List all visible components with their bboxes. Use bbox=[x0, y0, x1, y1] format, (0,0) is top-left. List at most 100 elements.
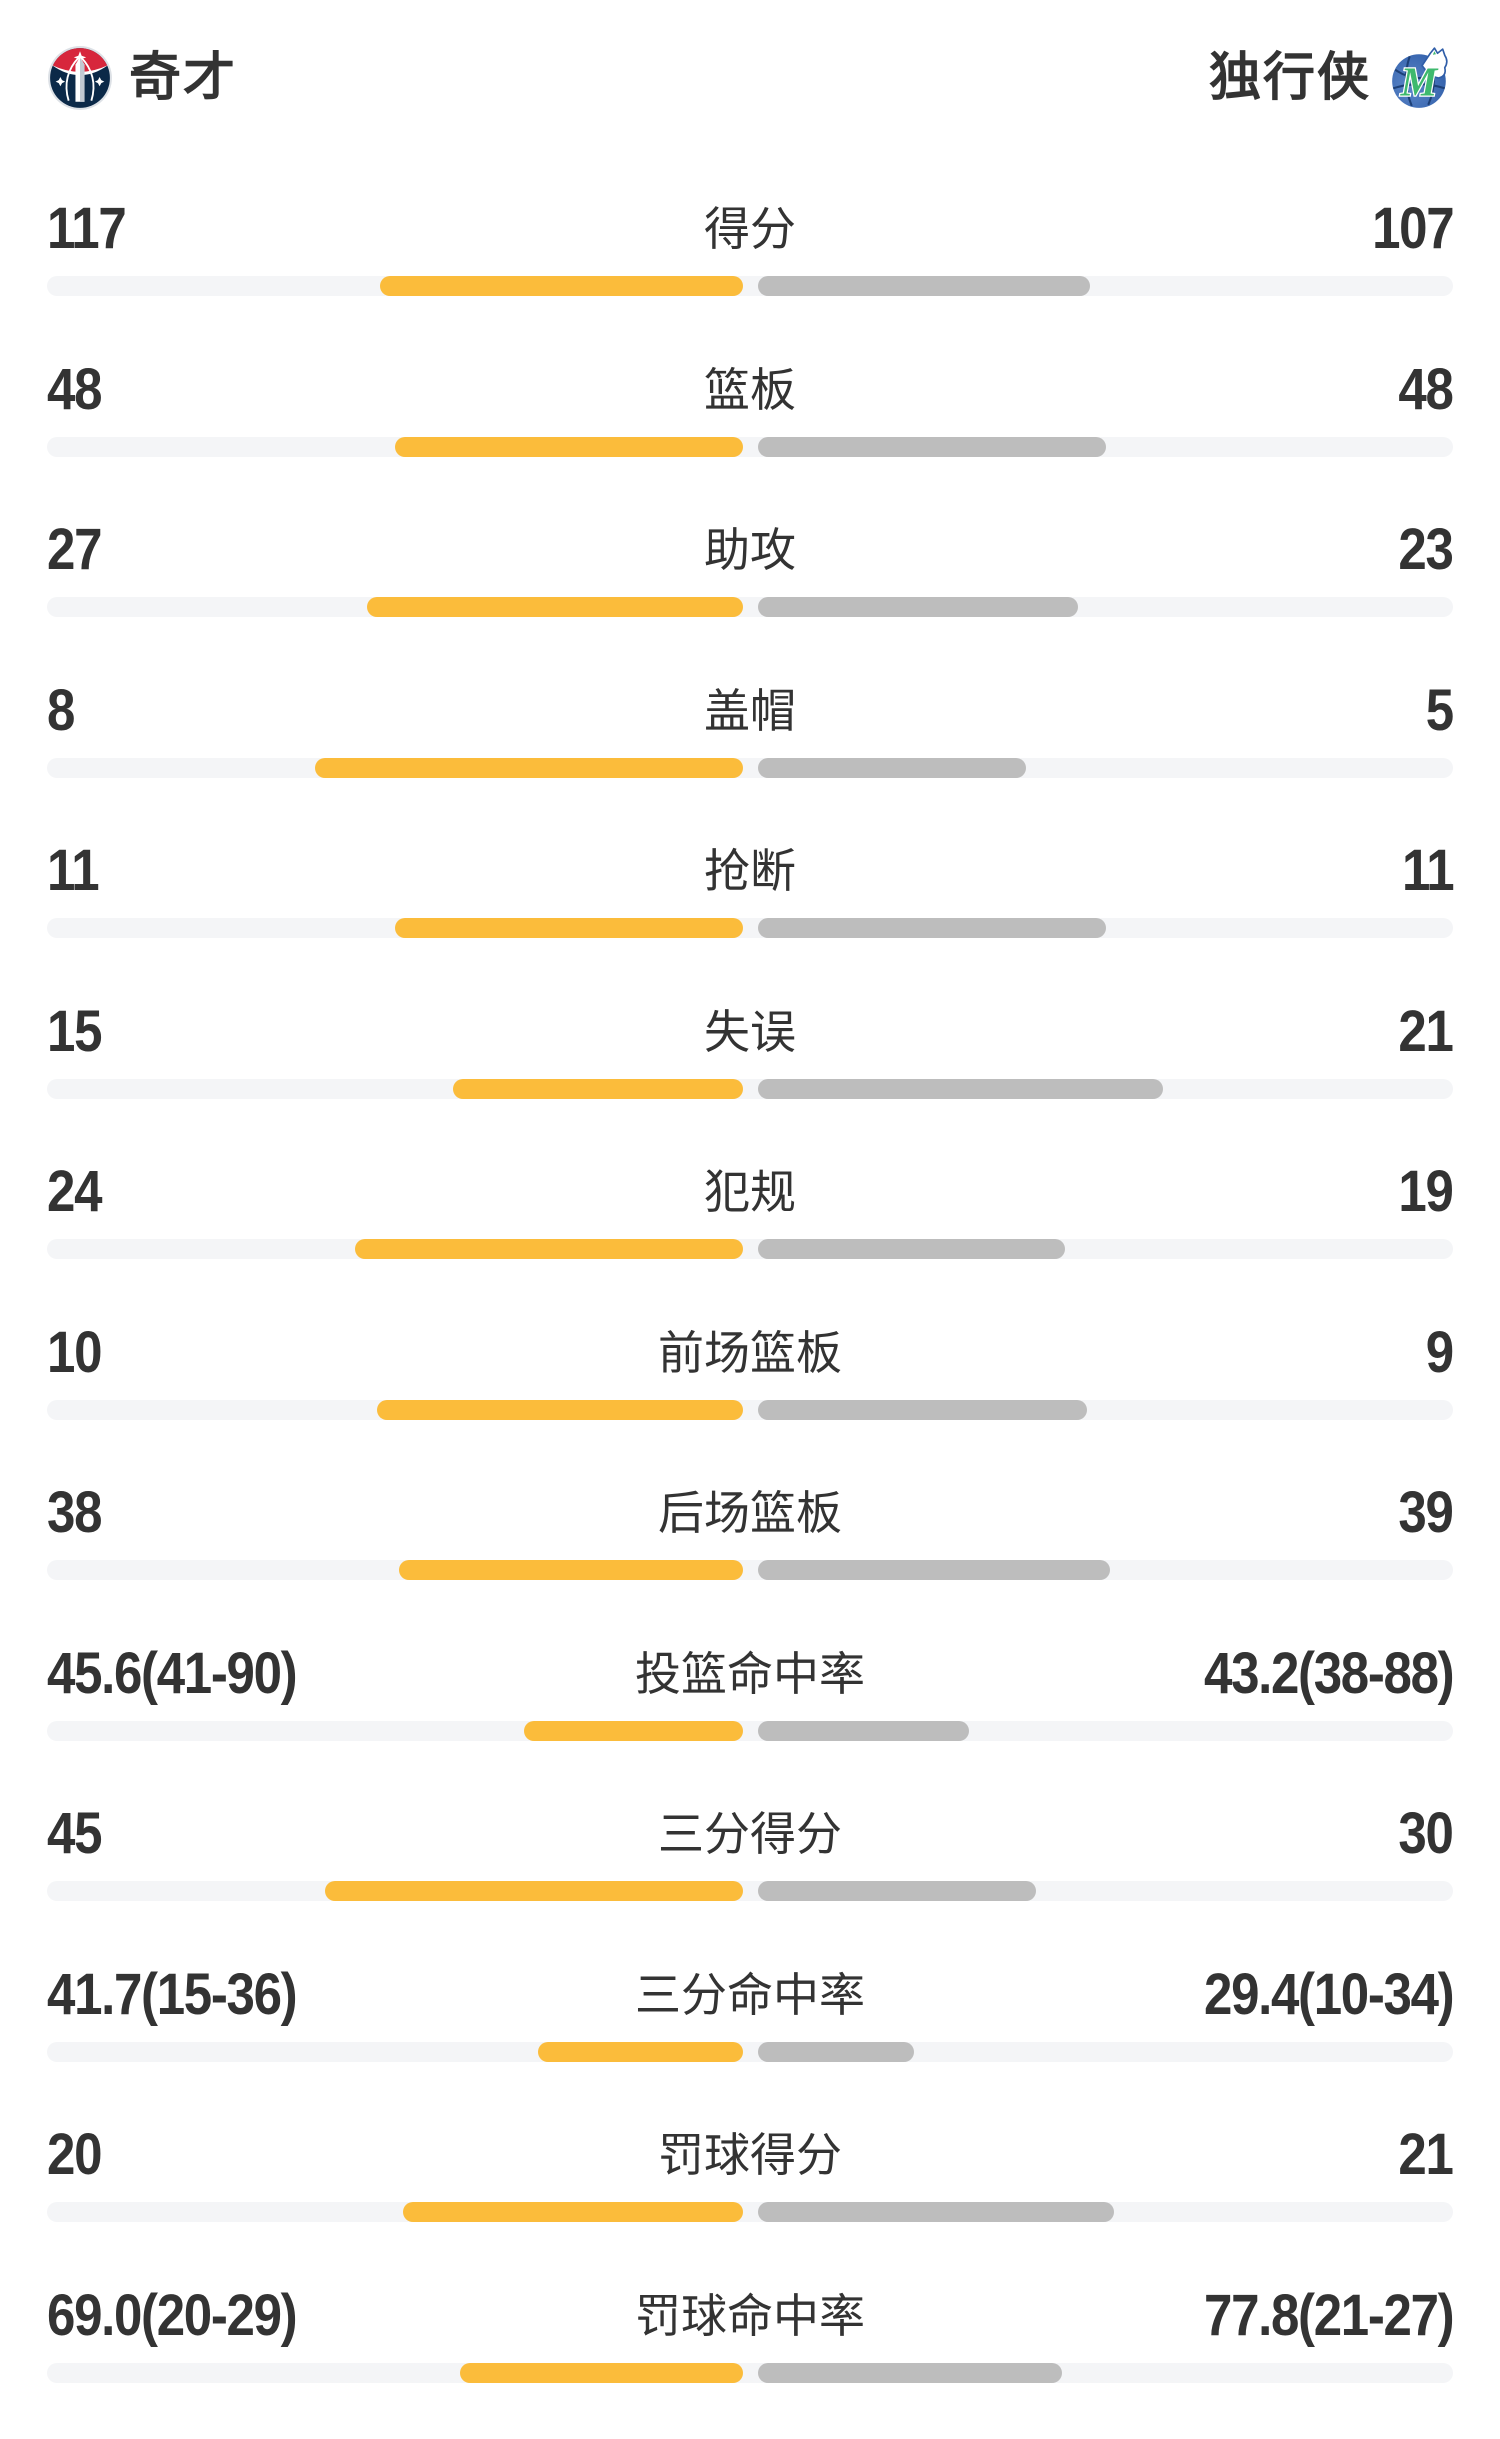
stat-left-value: 48 bbox=[47, 361, 101, 419]
stat-bar-right bbox=[758, 1239, 1065, 1259]
mavericks-logo: M bbox=[1387, 45, 1453, 111]
stat-label: 投篮命中率 bbox=[635, 1651, 865, 1697]
stat-row-text: 38 后场篮板 39 bbox=[47, 1484, 1453, 1542]
stat-label: 前场篮板 bbox=[658, 1330, 842, 1376]
stat-bar-right bbox=[758, 2202, 1114, 2222]
stat-bar-right bbox=[758, 1881, 1036, 1901]
stat-bar-right bbox=[758, 1560, 1110, 1580]
stat-label: 犯规 bbox=[704, 1169, 796, 1215]
stat-bar-right bbox=[758, 2363, 1062, 2383]
stat-row: 10 前场篮板 9 bbox=[47, 1316, 1453, 1477]
teams-header: 奇才 独行侠 M bbox=[47, 0, 1453, 112]
stat-right-value: 21 bbox=[1399, 1003, 1453, 1061]
stat-bar-left bbox=[453, 1079, 743, 1099]
stat-label: 助攻 bbox=[704, 527, 796, 573]
stat-row: 45.6(41-90) 投篮命中率 43.2(38-88) bbox=[47, 1637, 1453, 1798]
stat-bar-left bbox=[403, 2202, 743, 2222]
stat-row: 41.7(15-36) 三分命中率 29.4(10-34) bbox=[47, 1958, 1453, 2119]
stat-bar-right bbox=[758, 758, 1026, 778]
stat-right-value: 5 bbox=[1426, 682, 1453, 740]
stat-right-value: 23 bbox=[1399, 521, 1453, 579]
stat-row-text: 69.0(20-29) 罚球命中率 77.8(21-27) bbox=[47, 2287, 1453, 2345]
stat-bar-track bbox=[47, 597, 1453, 617]
team-right: 独行侠 M bbox=[1209, 45, 1453, 111]
stat-right-value: 43.2(38-88) bbox=[1204, 1645, 1453, 1703]
stat-bar-track bbox=[47, 918, 1453, 938]
stat-right-value: 29.4(10-34) bbox=[1204, 1966, 1453, 2024]
stat-row-text: 45 三分得分 30 bbox=[47, 1805, 1453, 1863]
stat-left-value: 38 bbox=[47, 1484, 101, 1542]
stat-bar-left bbox=[524, 1721, 743, 1741]
stat-bar-left bbox=[315, 758, 743, 778]
stat-bar-track bbox=[47, 1881, 1453, 1901]
stat-label: 篮板 bbox=[704, 367, 796, 413]
stat-row: 117 得分 107 bbox=[47, 192, 1453, 353]
stat-left-value: 45 bbox=[47, 1805, 101, 1863]
stat-bar-left bbox=[399, 1560, 743, 1580]
stat-bar-right bbox=[758, 1079, 1163, 1099]
stat-bar-right bbox=[758, 276, 1090, 296]
stat-row: 8 盖帽 5 bbox=[47, 674, 1453, 835]
team-right-name: 独行侠 bbox=[1209, 52, 1371, 104]
stat-bar-right bbox=[758, 437, 1106, 457]
stat-row-text: 45.6(41-90) 投篮命中率 43.2(38-88) bbox=[47, 1645, 1453, 1703]
stat-left-value: 45.6(41-90) bbox=[47, 1645, 296, 1703]
stat-row: 20 罚球得分 21 bbox=[47, 2118, 1453, 2279]
stat-row-text: 8 盖帽 5 bbox=[47, 682, 1453, 740]
stat-bar-track bbox=[47, 1239, 1453, 1259]
stat-row: 48 篮板 48 bbox=[47, 353, 1453, 514]
stat-bar-track bbox=[47, 437, 1453, 457]
svg-text:M: M bbox=[1400, 59, 1439, 105]
stat-bar-left bbox=[377, 1400, 743, 1420]
stat-left-value: 117 bbox=[47, 200, 125, 258]
stat-left-value: 20 bbox=[47, 2126, 101, 2184]
stat-bar-left bbox=[395, 918, 743, 938]
stat-row: 38 后场篮板 39 bbox=[47, 1476, 1453, 1637]
team-left-name: 奇才 bbox=[129, 52, 237, 104]
stat-label: 得分 bbox=[704, 206, 796, 252]
stats-list: 117 得分 107 48 篮板 48 27 助攻 bbox=[47, 192, 1453, 2439]
stat-right-value: 19 bbox=[1399, 1163, 1453, 1221]
stat-row-text: 15 失误 21 bbox=[47, 1003, 1453, 1061]
stat-row: 11 抢断 11 bbox=[47, 834, 1453, 995]
stat-right-value: 21 bbox=[1399, 2126, 1453, 2184]
stat-label: 抢断 bbox=[704, 848, 796, 894]
stat-left-value: 8 bbox=[47, 682, 74, 740]
stat-right-value: 11 bbox=[1402, 842, 1453, 900]
stat-bar-track bbox=[47, 2202, 1453, 2222]
stat-bar-left bbox=[380, 276, 743, 296]
stat-row-text: 117 得分 107 bbox=[47, 200, 1453, 258]
wizards-logo bbox=[47, 45, 113, 111]
stat-row-text: 20 罚球得分 21 bbox=[47, 2126, 1453, 2184]
stat-bar-left bbox=[395, 437, 743, 457]
stat-bar-left bbox=[355, 1239, 743, 1259]
stat-bar-track bbox=[47, 1721, 1453, 1741]
stat-row-text: 10 前场篮板 9 bbox=[47, 1324, 1453, 1382]
stat-label: 三分命中率 bbox=[635, 1972, 865, 2018]
stat-bar-right bbox=[758, 918, 1106, 938]
stat-bar-right bbox=[758, 597, 1078, 617]
stat-bar-track bbox=[47, 276, 1453, 296]
stat-left-value: 27 bbox=[47, 521, 101, 579]
stat-label: 盖帽 bbox=[704, 688, 796, 734]
stat-bar-track bbox=[47, 1400, 1453, 1420]
stat-row: 24 犯规 19 bbox=[47, 1155, 1453, 1316]
stat-right-value: 107 bbox=[1372, 200, 1453, 258]
stat-bar-track bbox=[47, 1079, 1453, 1099]
stat-left-value: 69.0(20-29) bbox=[47, 2287, 296, 2345]
stat-row-text: 48 篮板 48 bbox=[47, 361, 1453, 419]
stat-bar-right bbox=[758, 2042, 914, 2062]
stat-bar-track bbox=[47, 1560, 1453, 1580]
stat-bar-track bbox=[47, 2363, 1453, 2383]
team-left: 奇才 bbox=[47, 45, 237, 111]
stat-bar-right bbox=[758, 1400, 1087, 1420]
stat-row-text: 41.7(15-36) 三分命中率 29.4(10-34) bbox=[47, 1966, 1453, 2024]
stat-left-value: 11 bbox=[47, 842, 98, 900]
stat-row: 27 助攻 23 bbox=[47, 513, 1453, 674]
stat-row: 45 三分得分 30 bbox=[47, 1797, 1453, 1958]
stat-row-text: 27 助攻 23 bbox=[47, 521, 1453, 579]
stat-bar-track bbox=[47, 758, 1453, 778]
stat-left-value: 41.7(15-36) bbox=[47, 1966, 296, 2024]
stat-label: 失误 bbox=[704, 1009, 796, 1055]
